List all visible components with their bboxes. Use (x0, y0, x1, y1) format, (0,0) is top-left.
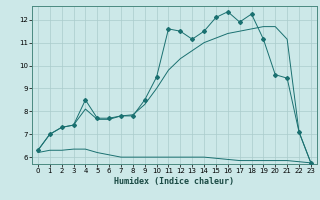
X-axis label: Humidex (Indice chaleur): Humidex (Indice chaleur) (115, 177, 234, 186)
